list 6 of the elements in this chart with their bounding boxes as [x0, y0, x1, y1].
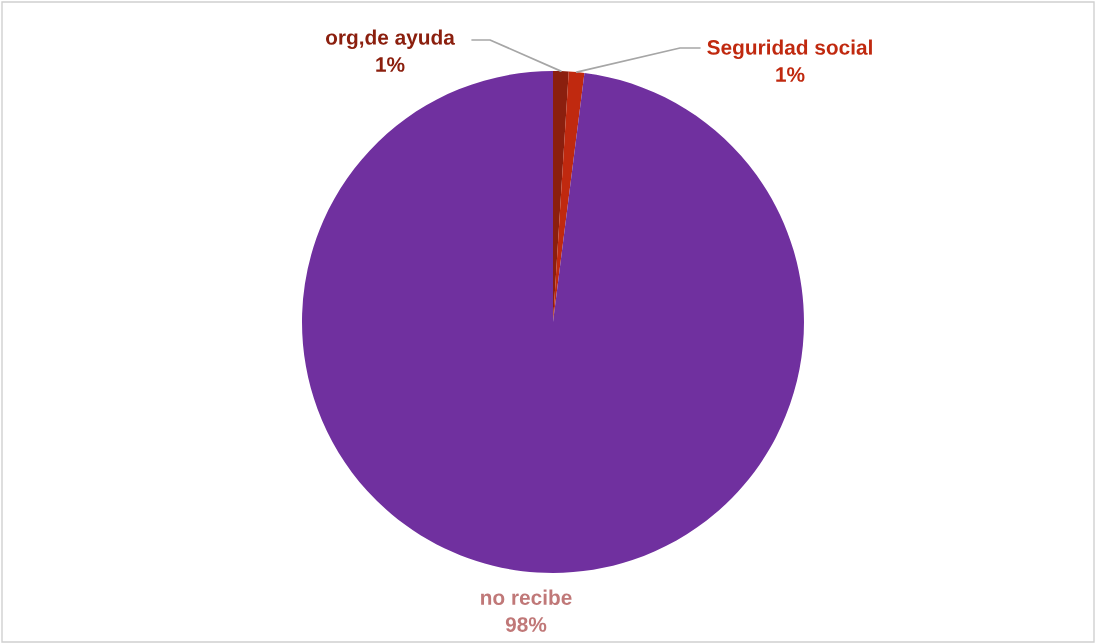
data-label: 1%	[776, 67, 805, 82]
slice-label: org,de ayuda	[325, 29, 455, 50]
data-label: 98%	[505, 617, 547, 632]
data-label: 1%	[376, 57, 405, 72]
slice-label: Seguridad social	[707, 39, 872, 60]
slice-label: no recibe	[481, 589, 572, 605]
